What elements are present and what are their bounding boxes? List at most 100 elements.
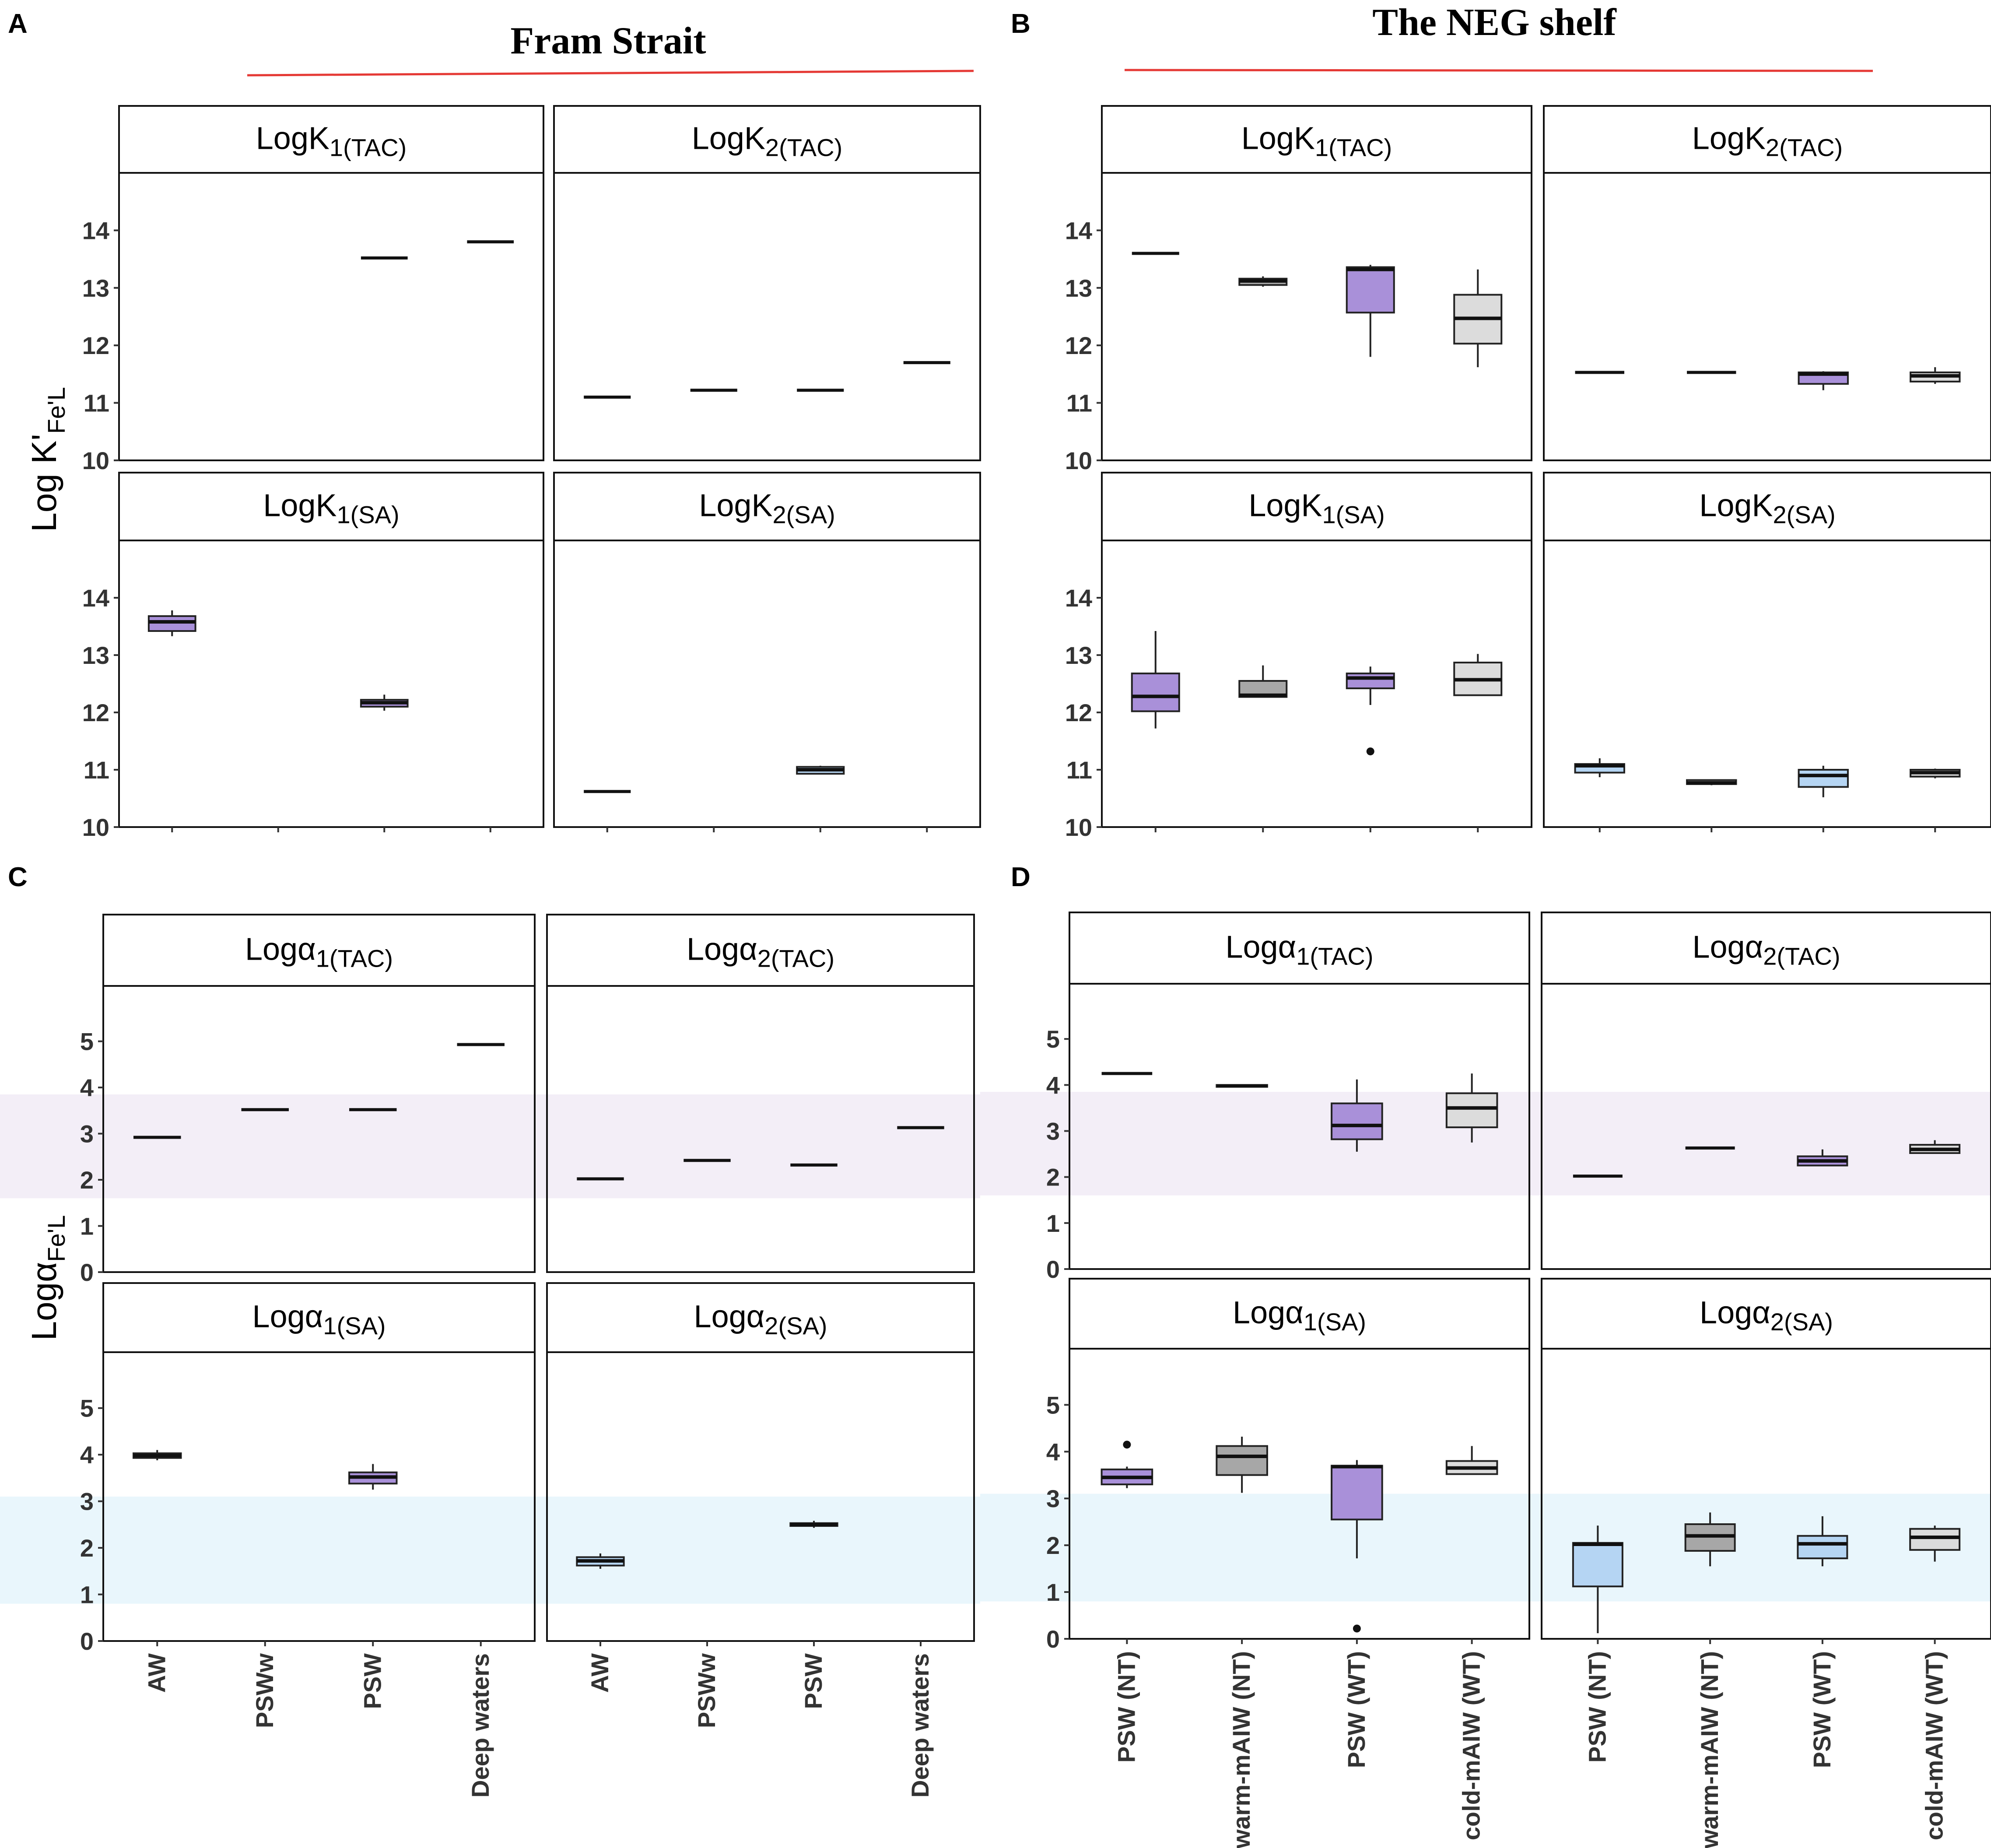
box-body — [1346, 672, 1395, 689]
y-tick-label: 13 — [82, 274, 109, 302]
box-psw-wt- — [1346, 666, 1395, 756]
facet-plot-frame — [102, 1351, 536, 1642]
facet-title: LogK2(TAC) — [1692, 121, 1843, 161]
box-outlier — [1123, 1441, 1131, 1449]
facet-title-sub: 2(TAC) — [765, 134, 842, 161]
facet-title-main: LogK — [256, 121, 329, 156]
facet-title-main: LogK — [263, 488, 337, 523]
band-fram_alpha-bottom — [0, 1497, 980, 1604]
facet-title-sub: 2(SA) — [773, 501, 835, 529]
box-body — [1331, 1102, 1383, 1140]
box-aw — [147, 610, 196, 636]
facet-title: Logα1(SA) — [252, 1299, 386, 1340]
facet-plot-frame — [1069, 1348, 1530, 1640]
facet-neg_K-0: LogK1(TAC) 10 11 12 13 14 — [1065, 105, 1532, 474]
facet-plot-frame — [546, 985, 975, 1273]
facet-title: Logα2(TAC) — [1692, 930, 1840, 970]
facet-fram_K-0: LogK1(TAC) 10 11 12 13 14 — [82, 105, 544, 474]
facet-title-main: Logα — [1233, 1295, 1304, 1330]
panel-letter-c: C — [8, 862, 28, 892]
y-tick-label: 0 — [80, 1627, 94, 1655]
facet-fram_K-3: LogK2(SA) — [553, 472, 981, 832]
y-tick-label: 12 — [1065, 332, 1092, 359]
facet-header — [1541, 1278, 1991, 1350]
facet-neg_alpha-1: Logα2(TAC) — [1541, 912, 1991, 1270]
y-tick-label: 12 — [1065, 699, 1092, 726]
box-outlier — [1366, 747, 1374, 756]
y-tick-label: 13 — [1065, 642, 1092, 669]
facet-neg_alpha-0: Logα1(TAC) 0 1 2 3 4 5 — [1046, 912, 1530, 1283]
box-body — [1798, 769, 1849, 788]
box-body — [1131, 672, 1180, 712]
x-tick-label: AW — [586, 1653, 613, 1693]
facet-header — [118, 472, 544, 541]
facet-fram_K-1: LogK2(TAC) — [553, 105, 981, 461]
x-tick-label: cold-mAIW (WT) — [1458, 1651, 1485, 1840]
facet-fram_alpha-1: Logα2(TAC) — [546, 914, 975, 1273]
facet-title-sub: 1(TAC) — [1296, 943, 1373, 970]
box-psw-wt- — [1797, 1516, 1848, 1567]
facet-header — [102, 914, 536, 987]
facet-neg_K-1: LogK2(TAC) — [1543, 105, 1991, 461]
y-tick-label: 3 — [80, 1120, 94, 1148]
facet-plot-frame — [1541, 983, 1991, 1270]
y-tick-label: 0 — [1046, 1255, 1060, 1283]
box-psw-wt- — [1798, 765, 1849, 797]
facet-title: Logα1(TAC) — [1225, 930, 1373, 970]
facet-header — [553, 472, 981, 541]
box-psw-wt- — [1797, 1149, 1848, 1167]
box-body — [1216, 1445, 1268, 1476]
section-title-neg-shelf: The NEG shelf — [1372, 1, 1617, 44]
facet-title-main: LogK — [692, 121, 765, 156]
facet-header — [1541, 912, 1991, 985]
facet-title-main: LogK — [1248, 488, 1322, 523]
background-bands — [0, 1092, 1991, 1604]
box-warm-maiw-nt- — [1238, 665, 1288, 698]
facet-header — [1101, 105, 1532, 174]
facet-title-sub: 1(SA) — [1304, 1308, 1366, 1336]
y-tick-label: 14 — [1065, 217, 1092, 244]
y-label-alpha-sub: Fe'L — [42, 1215, 70, 1262]
facet-header — [546, 1282, 975, 1353]
y-tick-label: 10 — [82, 814, 109, 841]
facet-title-main: Logα — [1700, 1295, 1770, 1330]
facet-header — [546, 914, 975, 987]
y-tick-label: 0 — [1046, 1625, 1060, 1653]
panel-letter-b: B — [1011, 9, 1031, 39]
box-psw — [360, 694, 409, 711]
facet-title-main: Logα — [1692, 930, 1763, 965]
neg-shelf-underline — [1124, 69, 1873, 72]
facet-title-sub: 2(SA) — [764, 1312, 827, 1340]
box-outlier — [1353, 1624, 1361, 1633]
chart-neg_alpha: Logα1(TAC)012345Logα2(TAC)Logα1(SA)01234… — [1046, 912, 1991, 1848]
svg-text:LogαFe'L: LogαFe'L — [25, 1215, 70, 1341]
facet-title: LogK2(SA) — [699, 488, 835, 529]
box-cold-maiw-wt- — [1909, 1525, 1961, 1562]
facet-title-sub: 2(SA) — [1773, 501, 1836, 529]
facet-plot-frame — [1101, 172, 1532, 461]
y-tick-label: 5 — [80, 1395, 94, 1422]
box-psw-wt- — [1798, 371, 1849, 390]
y-tick-label: 5 — [1046, 1025, 1060, 1053]
y-tick-label: 12 — [82, 699, 109, 726]
x-tick-label: PSW — [358, 1653, 386, 1709]
y-tick-label: 14 — [82, 584, 109, 612]
y-tick-label: 0 — [80, 1259, 94, 1286]
y-axis-label-k: Log K'Fe'L — [25, 387, 70, 532]
y-tick-label: 4 — [1046, 1438, 1060, 1466]
facet-title: LogK1(SA) — [1248, 488, 1385, 529]
y-label-alpha-prefix: Logα — [25, 1262, 63, 1341]
facet-neg_K-2: LogK1(SA) 10 11 12 13 14 — [1065, 472, 1532, 841]
facet-header — [1543, 472, 1991, 541]
y-tick-label: 1 — [1046, 1210, 1060, 1237]
x-tick-label: PSW (NT) — [1583, 1651, 1611, 1763]
box-body — [1572, 1542, 1623, 1588]
y-tick-label: 1 — [1046, 1578, 1060, 1606]
facet-neg_alpha-3: Logα2(SA) PSW (NT) warm-mAIW (NT) PSW (WT) c… — [1541, 1278, 1991, 1848]
fram-strait-underline — [247, 70, 974, 77]
facet-header — [118, 105, 544, 174]
box-cold-maiw-wt- — [1453, 654, 1503, 696]
box-aw — [576, 1553, 625, 1569]
box-aw — [133, 1450, 182, 1460]
facet-plot-frame — [118, 540, 544, 828]
